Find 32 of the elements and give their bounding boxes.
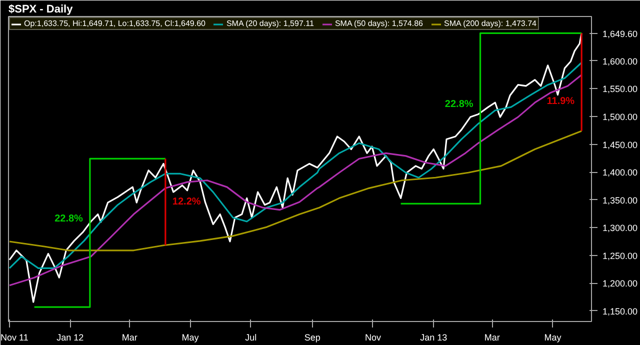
x-tick-label: Mar <box>122 332 138 342</box>
annotation: 22.8% <box>444 99 474 110</box>
y-tick-label: 1,250.00 <box>602 250 638 261</box>
legend-label: Op:1,633.75, Hi:1,649.71, Lo:1,633.75, Cl:1,649.60 <box>24 19 206 28</box>
x-tick-label: Mar <box>484 332 500 342</box>
x-tick-label: Sep <box>304 332 320 342</box>
legend-label: SMA (200 days): 1,473.74 <box>444 19 536 28</box>
y-tick-label: 1,450.00 <box>602 140 638 150</box>
x-tick-label: May <box>182 332 200 342</box>
x-tick-label: Jan 12 <box>56 332 84 342</box>
x-tick-label: Nov <box>364 332 382 342</box>
y-tick-label: 1,300.00 <box>602 223 638 234</box>
x-tick-label: May <box>544 332 562 342</box>
y-tick-label: 1,500.00 <box>602 112 638 122</box>
y-tick-label: 1,200.00 <box>602 278 638 289</box>
y-tick-label: 1,550.00 <box>602 84 638 94</box>
legend-label: SMA (20 days): 1,597.11 <box>226 19 314 28</box>
x-tick-label: Jul <box>245 332 257 342</box>
x-tick-label: Nov 11 <box>0 332 28 342</box>
annotation: 12.2% <box>172 196 201 208</box>
line-series <box>8 130 582 252</box>
y-tick-label: 1,649.60 <box>602 28 638 39</box>
y-tick-label: 1,350.00 <box>602 195 638 206</box>
legend-label: SMA (50 days): 1,574.86 <box>334 19 423 28</box>
x-tick-label: Jan 13 <box>420 332 448 342</box>
y-tick-label: 1,150.00 <box>602 306 638 316</box>
y-tick-label: 1,400.00 <box>602 168 638 178</box>
y-tick-label: 1,600.00 <box>602 56 638 66</box>
chart-title: $SPX - Daily <box>8 4 74 16</box>
line-series <box>8 32 582 303</box>
annotation: 22.8% <box>54 214 84 224</box>
annotation: 11.9% <box>546 96 575 108</box>
